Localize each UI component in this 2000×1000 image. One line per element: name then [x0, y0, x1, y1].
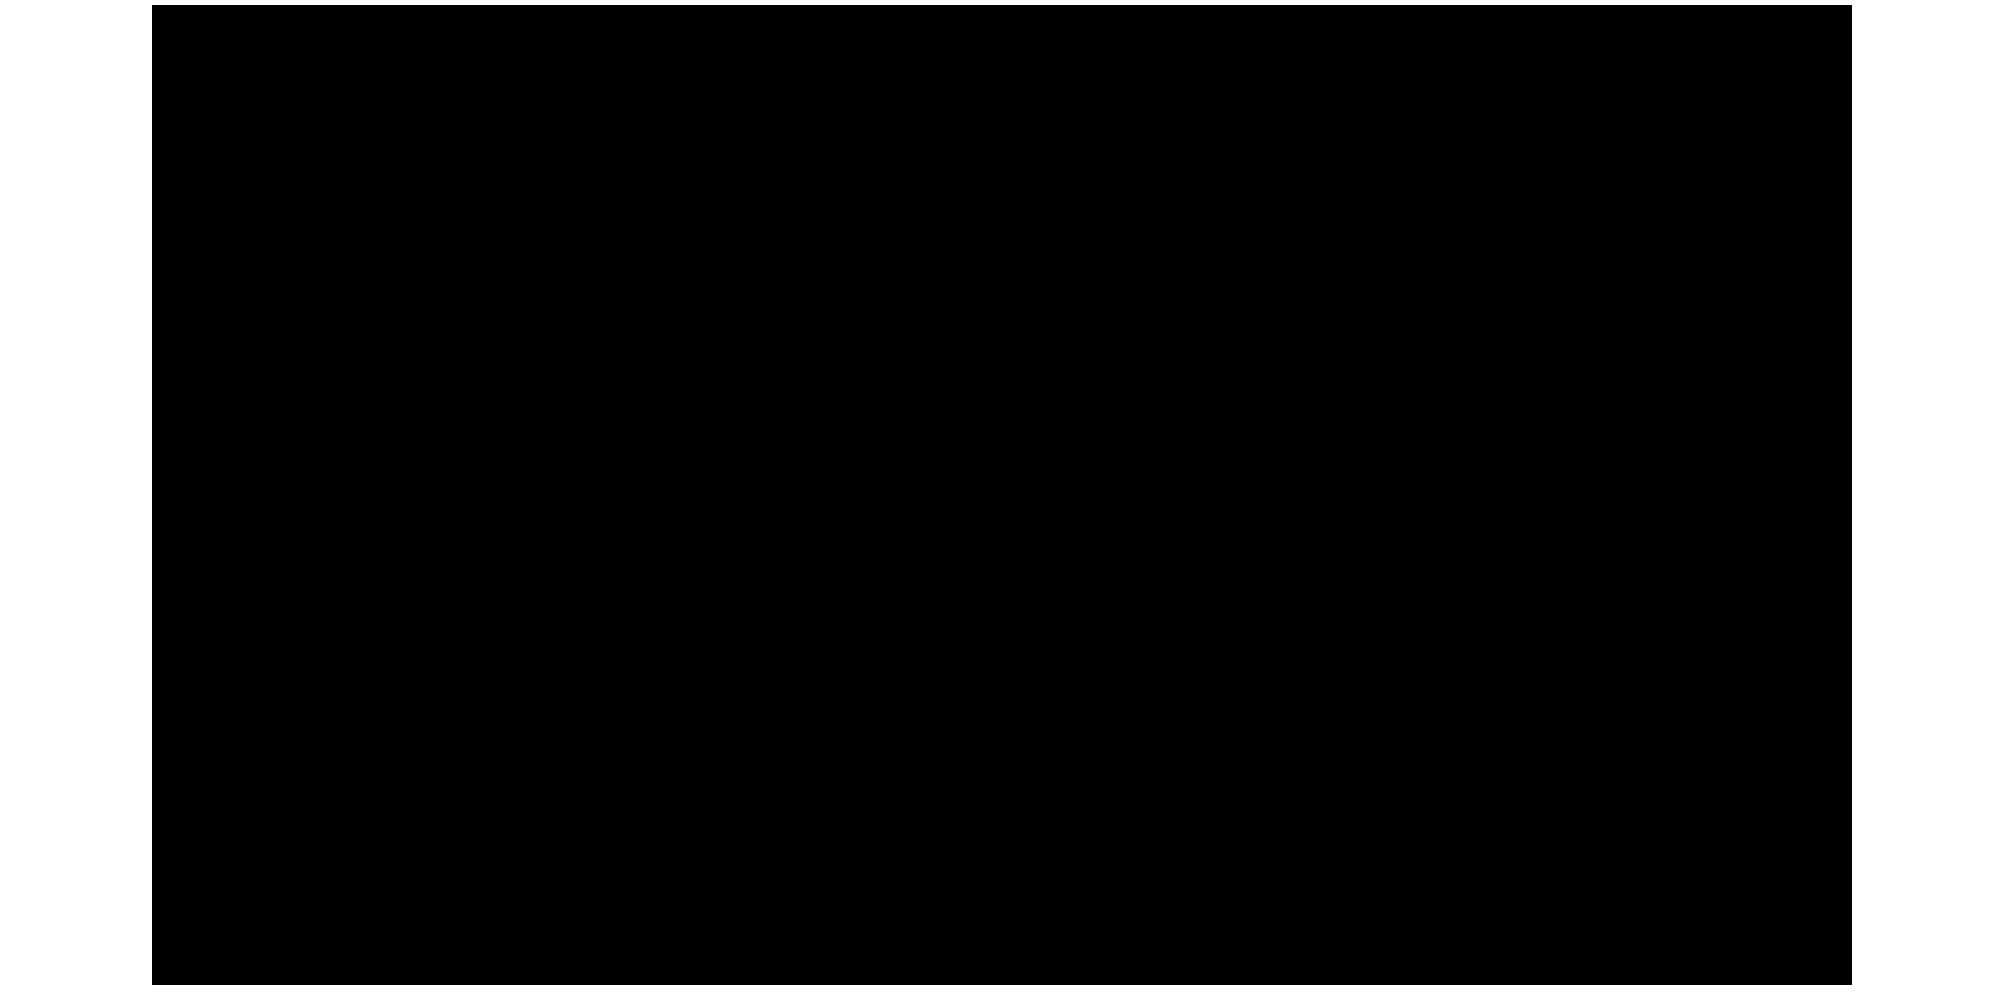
- word-cloud: [152, 5, 1852, 985]
